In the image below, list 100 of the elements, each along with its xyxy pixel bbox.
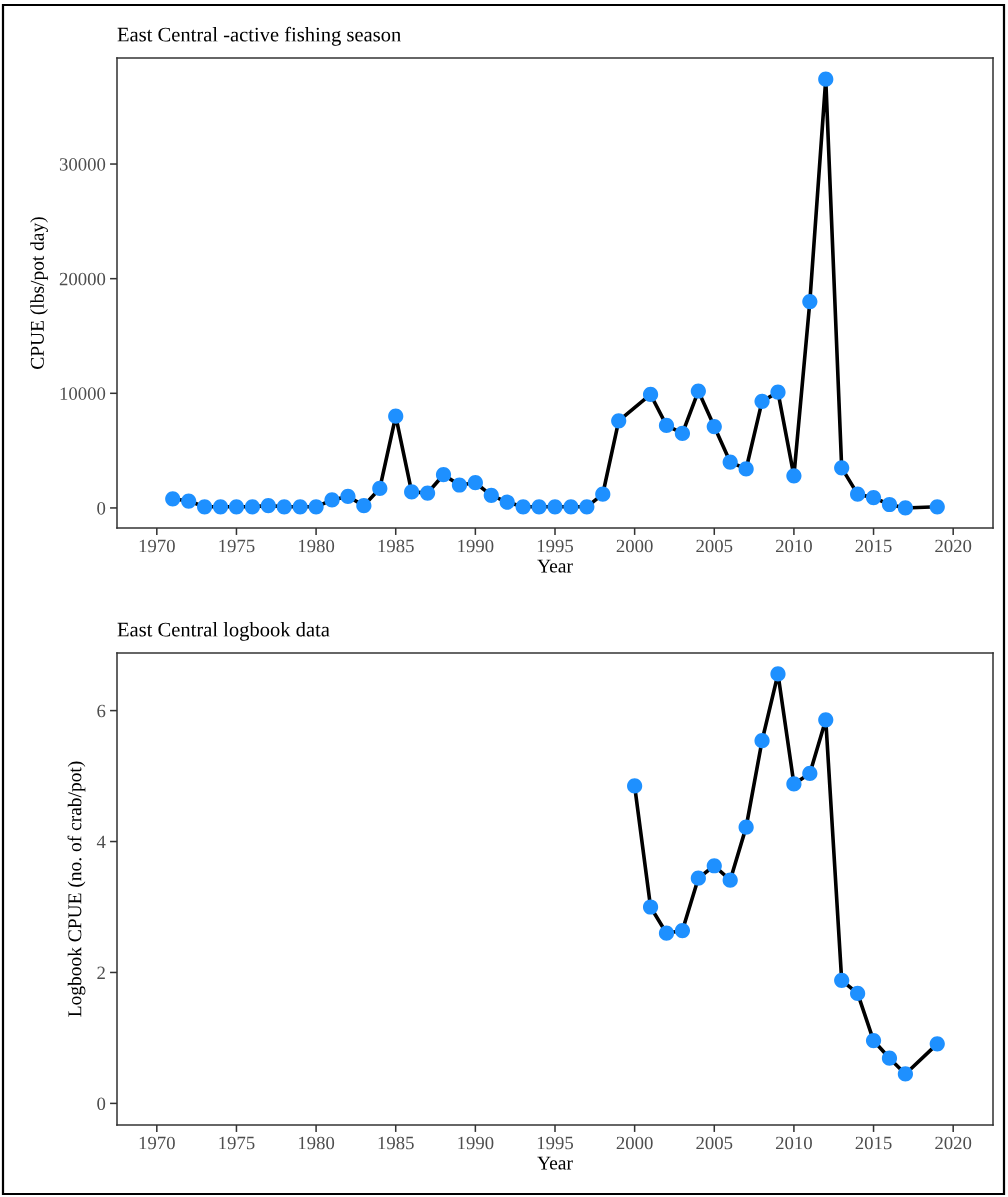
point [658, 417, 675, 434]
point [802, 765, 818, 782]
point [881, 1050, 898, 1066]
point [897, 1066, 914, 1082]
point [228, 499, 245, 515]
x-tick-label: 2015 [855, 539, 892, 553]
point [770, 384, 786, 400]
x-tick-label: 1975 [219, 539, 255, 553]
x-tick-label: 2000 [616, 539, 653, 553]
x-tick-label: 1990 [458, 1136, 494, 1150]
point [404, 484, 420, 500]
x-tick-label: 1985 [378, 539, 414, 553]
point [818, 712, 834, 728]
point [165, 491, 181, 507]
point [897, 500, 914, 516]
point [563, 499, 579, 515]
y-axis-title: Logbook CPUE (no. of crab/pot) [67, 761, 86, 1017]
x-tick-label: 1985 [378, 1136, 414, 1150]
point [786, 468, 802, 484]
point [244, 499, 260, 515]
point [181, 493, 197, 509]
x-tick-label: 1980 [298, 539, 335, 553]
point [515, 499, 531, 515]
x-axis-title: Year [537, 1156, 573, 1170]
point [388, 408, 404, 424]
point [324, 492, 340, 508]
x-tick-label: 1970 [139, 1136, 175, 1150]
point [850, 486, 866, 502]
point [372, 480, 388, 497]
point [834, 972, 850, 988]
point [706, 418, 722, 435]
point [754, 733, 770, 749]
y-tick-label: 0 [97, 501, 106, 515]
point [356, 498, 372, 514]
x-tick-label: 2010 [775, 1136, 812, 1150]
y-axis-title: CPUE (lbs/pot day) [30, 217, 48, 369]
point [196, 499, 213, 515]
point [292, 499, 308, 515]
x-tick-label: 1980 [298, 1136, 335, 1150]
point [865, 490, 882, 506]
chart-title: East Central -active fishing season [117, 26, 401, 46]
point [419, 485, 436, 501]
x-tick-label: 1995 [537, 1136, 574, 1150]
x-tick-label: 2005 [696, 1136, 733, 1150]
point [690, 383, 706, 399]
point [674, 425, 691, 442]
point [308, 499, 324, 515]
point [929, 1036, 945, 1052]
point [499, 494, 515, 510]
point [722, 454, 738, 470]
y-tick-label: 10000 [60, 387, 106, 400]
point [611, 413, 627, 429]
point [865, 1032, 882, 1049]
y-tick-label: 30000 [59, 158, 106, 171]
point [834, 460, 850, 476]
point [706, 858, 722, 874]
x-axis-title: Year [537, 559, 573, 573]
point [690, 870, 706, 886]
point [929, 499, 945, 515]
point [531, 499, 547, 515]
point [595, 486, 611, 502]
x-tick-label: 1970 [139, 539, 175, 553]
point [674, 922, 691, 939]
y-tick-label: 2 [97, 966, 105, 979]
x-tick-label: 2020 [935, 1136, 972, 1150]
point [276, 499, 292, 515]
x-tick-label: 1975 [219, 1136, 255, 1150]
x-tick-label: 2000 [616, 1136, 653, 1150]
point [738, 461, 754, 477]
point [467, 475, 483, 491]
point [786, 776, 802, 792]
point [722, 872, 738, 888]
point [547, 499, 563, 515]
y-tick-label: 4 [96, 835, 106, 849]
point [738, 819, 754, 835]
point [818, 71, 834, 87]
point [627, 778, 643, 794]
y-tick-label: 0 [97, 1097, 106, 1111]
chart-title: East Central logbook data [117, 622, 330, 641]
point [483, 487, 499, 503]
point [260, 498, 276, 514]
y-tick-label: 6 [97, 704, 106, 718]
point [579, 499, 595, 515]
point [754, 393, 770, 409]
x-tick-label: 2010 [775, 539, 812, 553]
point [642, 899, 659, 915]
point [770, 666, 786, 682]
x-tick-label: 2015 [855, 1136, 892, 1150]
y-tick-label: 20000 [59, 272, 106, 286]
x-tick-label: 1990 [458, 539, 494, 553]
x-tick-label: 1995 [537, 539, 574, 553]
point [451, 477, 468, 493]
point [802, 293, 818, 310]
point [340, 488, 356, 505]
x-tick-label: 2005 [696, 539, 733, 553]
point [212, 499, 229, 515]
point [850, 985, 866, 1002]
x-tick-label: 2020 [935, 539, 972, 553]
point [642, 386, 659, 403]
point [881, 496, 898, 513]
